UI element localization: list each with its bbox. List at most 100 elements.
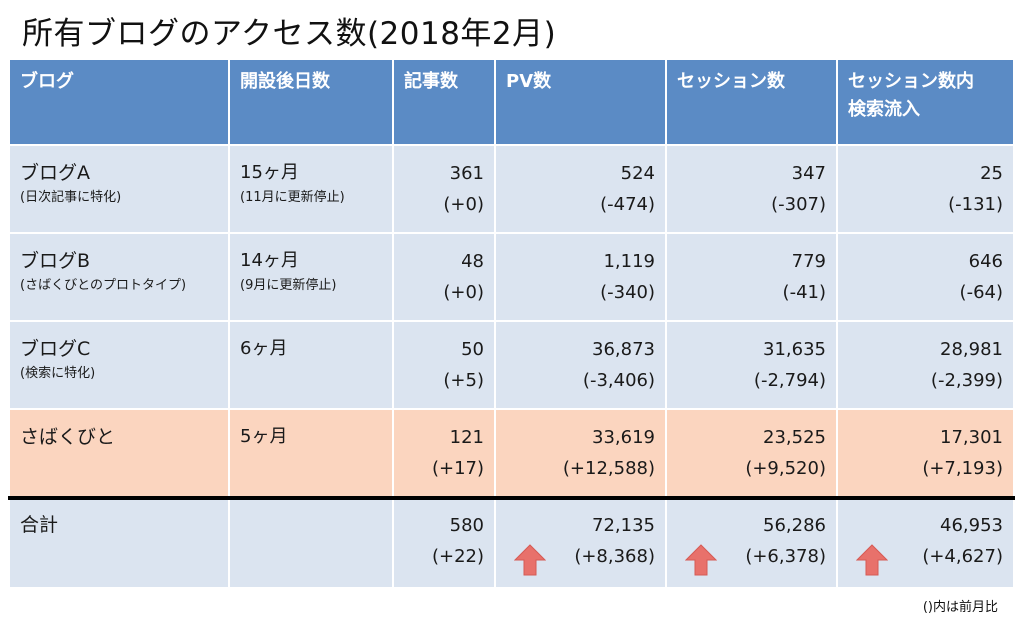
articles-cell: 121 (+17) — [392, 408, 496, 499]
articles-diff: (+5) — [443, 370, 484, 391]
empty-cell — [228, 496, 394, 589]
articles-diff: (+0) — [443, 282, 484, 303]
pv-value: 33,619 — [592, 427, 655, 448]
search-cell: 646 (-64) — [836, 232, 1015, 322]
header-days: 開設後日数 — [228, 58, 394, 146]
sessions-diff: (+9,520) — [745, 458, 826, 479]
blog-name-cell: ブログA (日次記事に特化) — [8, 144, 230, 234]
search-value: 46,953 — [940, 515, 1003, 536]
sessions-cell: 23,525 (+9,520) — [665, 408, 838, 499]
blog-name-cell: ブログB (さばくびとのプロトタイプ) — [8, 232, 230, 322]
articles-value: 580 — [449, 515, 484, 536]
blog-name: ブログC — [20, 338, 91, 360]
articles-value: 121 — [449, 427, 484, 448]
blog-note: (検索に特化) — [20, 366, 96, 381]
articles-value: 361 — [449, 163, 484, 184]
pv-diff: (-340) — [600, 282, 655, 303]
table-header-row: ブログ 開設後日数 記事数 PV数 セッション数 セッション数内 検索流入 — [8, 58, 1015, 146]
header-search: セッション数内 検索流入 — [836, 58, 1015, 146]
period-value: 6ヶ月 — [240, 338, 288, 359]
search-cell: 46,953 (+4,627) — [836, 496, 1015, 589]
search-cell: 28,981 (-2,399) — [836, 320, 1015, 410]
pv-cell: 33,619 (+12,588) — [494, 408, 667, 499]
access-table: ブログ 開設後日数 記事数 PV数 セッション数 セッション数内 検索流入 ブロ… — [8, 58, 1015, 589]
up-arrow-icon — [514, 544, 546, 576]
pv-diff: (-3,406) — [582, 370, 655, 391]
search-diff: (+7,193) — [922, 458, 1003, 479]
period-value: 5ヶ月 — [240, 426, 288, 447]
blog-note: (さばくびとのプロトタイプ) — [20, 278, 187, 293]
search-value: 646 — [968, 251, 1003, 272]
articles-diff: (+17) — [431, 458, 484, 479]
total-label-cell: 合計 — [8, 496, 230, 589]
table-row: ブログB (さばくびとのプロトタイプ) 14ヶ月 (9月に更新停止) 48 (+… — [8, 232, 1015, 322]
sessions-value: 31,635 — [763, 339, 826, 360]
sessions-value: 779 — [791, 251, 826, 272]
articles-value: 50 — [461, 339, 484, 360]
pv-cell: 1,119 (-340) — [494, 232, 667, 322]
period-cell: 5ヶ月 — [228, 408, 394, 499]
blog-note: (日次記事に特化) — [20, 190, 122, 205]
sessions-diff: (-307) — [771, 194, 826, 215]
pv-value: 524 — [620, 163, 655, 184]
sessions-value: 347 — [791, 163, 826, 184]
total-label: 合計 — [20, 514, 59, 536]
blog-name: さばくびと — [20, 426, 116, 448]
blog-name: ブログA — [20, 162, 90, 184]
search-cell: 17,301 (+7,193) — [836, 408, 1015, 499]
sessions-diff: (-2,794) — [753, 370, 826, 391]
pv-cell: 72,135 (+8,368) — [494, 496, 667, 589]
table-row: ブログA (日次記事に特化) 15ヶ月 (11月に更新停止) 361 (+0) … — [8, 144, 1015, 234]
header-articles: 記事数 — [392, 58, 496, 146]
up-arrow-icon — [685, 544, 717, 576]
page-title: 所有ブログのアクセス数(2018年2月) — [22, 16, 557, 52]
articles-value: 48 — [461, 251, 484, 272]
sessions-diff: (+6,378) — [745, 546, 826, 567]
search-value: 28,981 — [940, 339, 1003, 360]
total-row: 合計 580 (+22) 72,135 (+8,368) 56,286 (+6,… — [8, 496, 1015, 589]
sessions-cell: 56,286 (+6,378) — [665, 496, 838, 589]
search-diff: (-2,399) — [930, 370, 1003, 391]
header-sessions: セッション数 — [665, 58, 838, 146]
search-value: 17,301 — [940, 427, 1003, 448]
sessions-value: 23,525 — [763, 427, 826, 448]
table-row: ブログC (検索に特化) 6ヶ月 50 (+5) 36,873 (-3,406)… — [8, 320, 1015, 410]
articles-diff: (+0) — [443, 194, 484, 215]
sessions-cell: 31,635 (-2,794) — [665, 320, 838, 410]
period-value: 15ヶ月 — [240, 162, 299, 183]
up-arrow-icon — [856, 544, 888, 576]
pv-diff: (+12,588) — [562, 458, 655, 479]
articles-cell: 361 (+0) — [392, 144, 496, 234]
articles-diff: (+22) — [431, 546, 484, 567]
blog-name-cell: ブログC (検索に特化) — [8, 320, 230, 410]
articles-cell: 48 (+0) — [392, 232, 496, 322]
sessions-diff: (-41) — [782, 282, 826, 303]
header-pv: PV数 — [494, 58, 667, 146]
period-note: (9月に更新停止) — [240, 278, 337, 293]
period-cell: 15ヶ月 (11月に更新停止) — [228, 144, 394, 234]
header-blog: ブログ — [8, 58, 230, 146]
articles-cell: 580 (+22) — [392, 496, 496, 589]
pv-diff: (-474) — [600, 194, 655, 215]
period-value: 14ヶ月 — [240, 250, 299, 271]
period-note: (11月に更新停止) — [240, 190, 345, 205]
pv-value: 1,119 — [603, 251, 655, 272]
sessions-value: 56,286 — [763, 515, 826, 536]
blog-name-cell: さばくびと — [8, 408, 230, 499]
search-diff: (+4,627) — [922, 546, 1003, 567]
sessions-cell: 779 (-41) — [665, 232, 838, 322]
pv-value: 72,135 — [592, 515, 655, 536]
search-cell: 25 (-131) — [836, 144, 1015, 234]
pv-cell: 524 (-474) — [494, 144, 667, 234]
articles-cell: 50 (+5) — [392, 320, 496, 410]
sessions-cell: 347 (-307) — [665, 144, 838, 234]
period-cell: 6ヶ月 — [228, 320, 394, 410]
period-cell: 14ヶ月 (9月に更新停止) — [228, 232, 394, 322]
table-row-highlighted: さばくびと 5ヶ月 121 (+17) 33,619 (+12,588) 23,… — [8, 408, 1015, 499]
blog-name: ブログB — [20, 250, 91, 272]
search-value: 25 — [980, 163, 1003, 184]
pv-cell: 36,873 (-3,406) — [494, 320, 667, 410]
search-diff: (-131) — [948, 194, 1003, 215]
footnote: ()内は前月比 — [922, 600, 998, 615]
search-diff: (-64) — [959, 282, 1003, 303]
